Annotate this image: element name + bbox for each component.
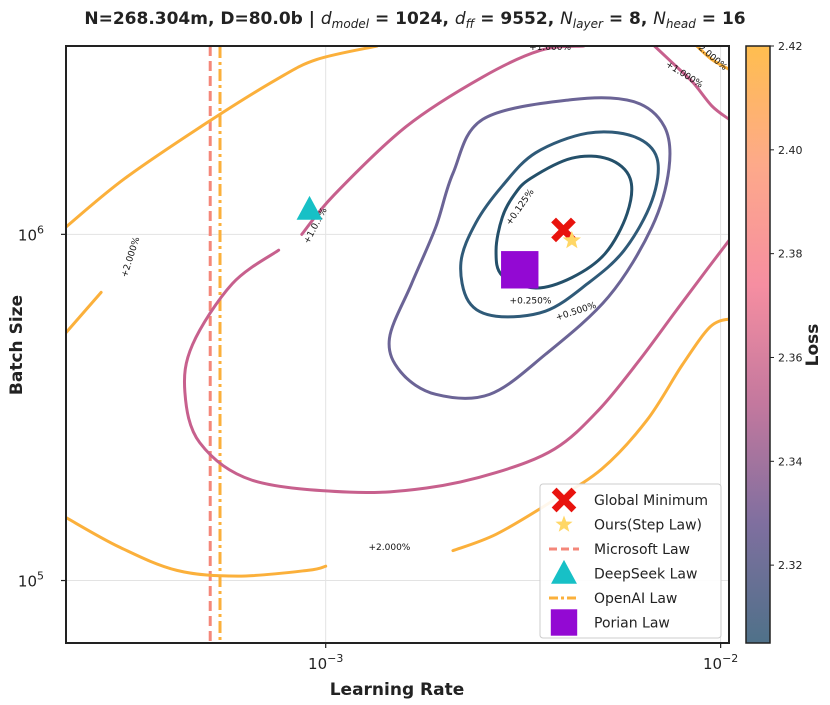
legend-label: Global Minimum xyxy=(594,493,708,509)
contour-label: +2.000% xyxy=(368,543,410,553)
colorbar-frame xyxy=(745,45,771,644)
legend-label: Porian Law xyxy=(594,616,670,632)
colorbar-tick-label: 2.38 xyxy=(778,248,803,261)
y-tick-label: 106 xyxy=(18,223,44,244)
x-axis-ticks: 10−3 10−2 xyxy=(308,643,738,673)
legend: Global Minimum Ours(Step Law) Microsoft La… xyxy=(539,483,722,639)
colorbar-tick-label: 2.32 xyxy=(778,559,803,572)
contour-lines xyxy=(66,46,729,578)
legend-symbol xyxy=(551,487,577,513)
x-axis-label: Learning Rate xyxy=(330,680,465,700)
legend-label: Microsoft Law xyxy=(594,542,690,558)
contour-line-1.000 xyxy=(652,46,729,121)
x-tick-label: 10−3 xyxy=(308,652,343,673)
colorbar-label: Loss xyxy=(803,324,823,367)
legend-symbol xyxy=(550,609,578,636)
legend-label: OpenAI Law xyxy=(594,591,677,607)
y-tick-label: 105 xyxy=(18,570,44,591)
contour-line-1.000 xyxy=(182,238,729,495)
colorbar: 2.32 2.34 2.36 2.38 2.40 2.42 Loss xyxy=(745,40,823,644)
contour-line-0.250 xyxy=(459,130,660,319)
contour-line-2.000 xyxy=(66,516,328,578)
contour-label: +1.000% xyxy=(529,43,571,53)
chart-title: N=268.304m, D=80.0b | dmodel = 1024, dff… xyxy=(84,9,745,31)
legend-symbol xyxy=(551,559,577,584)
legend-label: DeepSeek Law xyxy=(594,567,697,583)
reference-lines xyxy=(208,46,222,643)
contour-line-2.000 xyxy=(66,46,379,229)
x-tick-label: 10−2 xyxy=(703,652,738,673)
contour-line-0.500 xyxy=(387,96,672,400)
marker-porian-law xyxy=(501,251,539,289)
y-axis-label: Batch Size xyxy=(7,295,27,395)
contour-line-2.000 xyxy=(66,290,103,335)
markers xyxy=(296,195,581,289)
y-axis-ticks: 105 106 xyxy=(18,223,66,591)
contour-line-2.000 xyxy=(451,317,729,553)
legend-label: Ours(Step Law) xyxy=(594,518,702,534)
colorbar-tick-label: 2.42 xyxy=(778,40,803,53)
colorbar-tick-label: 2.34 xyxy=(778,455,803,468)
colorbar-tick-label: 2.36 xyxy=(778,351,803,364)
legend-box xyxy=(539,483,722,639)
contour-line-1.000 xyxy=(300,46,586,236)
plot-frame xyxy=(65,45,730,644)
colorbar-gradient xyxy=(746,46,770,643)
marker-ours-step-law- xyxy=(562,230,581,249)
marker-deepseek-law xyxy=(296,195,323,220)
contour-line-2.000 xyxy=(695,46,729,71)
colorbar-tick-label: 2.40 xyxy=(778,144,803,157)
contour-label: +0.250% xyxy=(510,296,552,306)
colorbar-ticks: 2.32 2.34 2.36 2.38 2.40 2.42 xyxy=(770,40,803,572)
legend-symbol xyxy=(555,515,573,532)
contour-line-0.125 xyxy=(494,154,634,290)
